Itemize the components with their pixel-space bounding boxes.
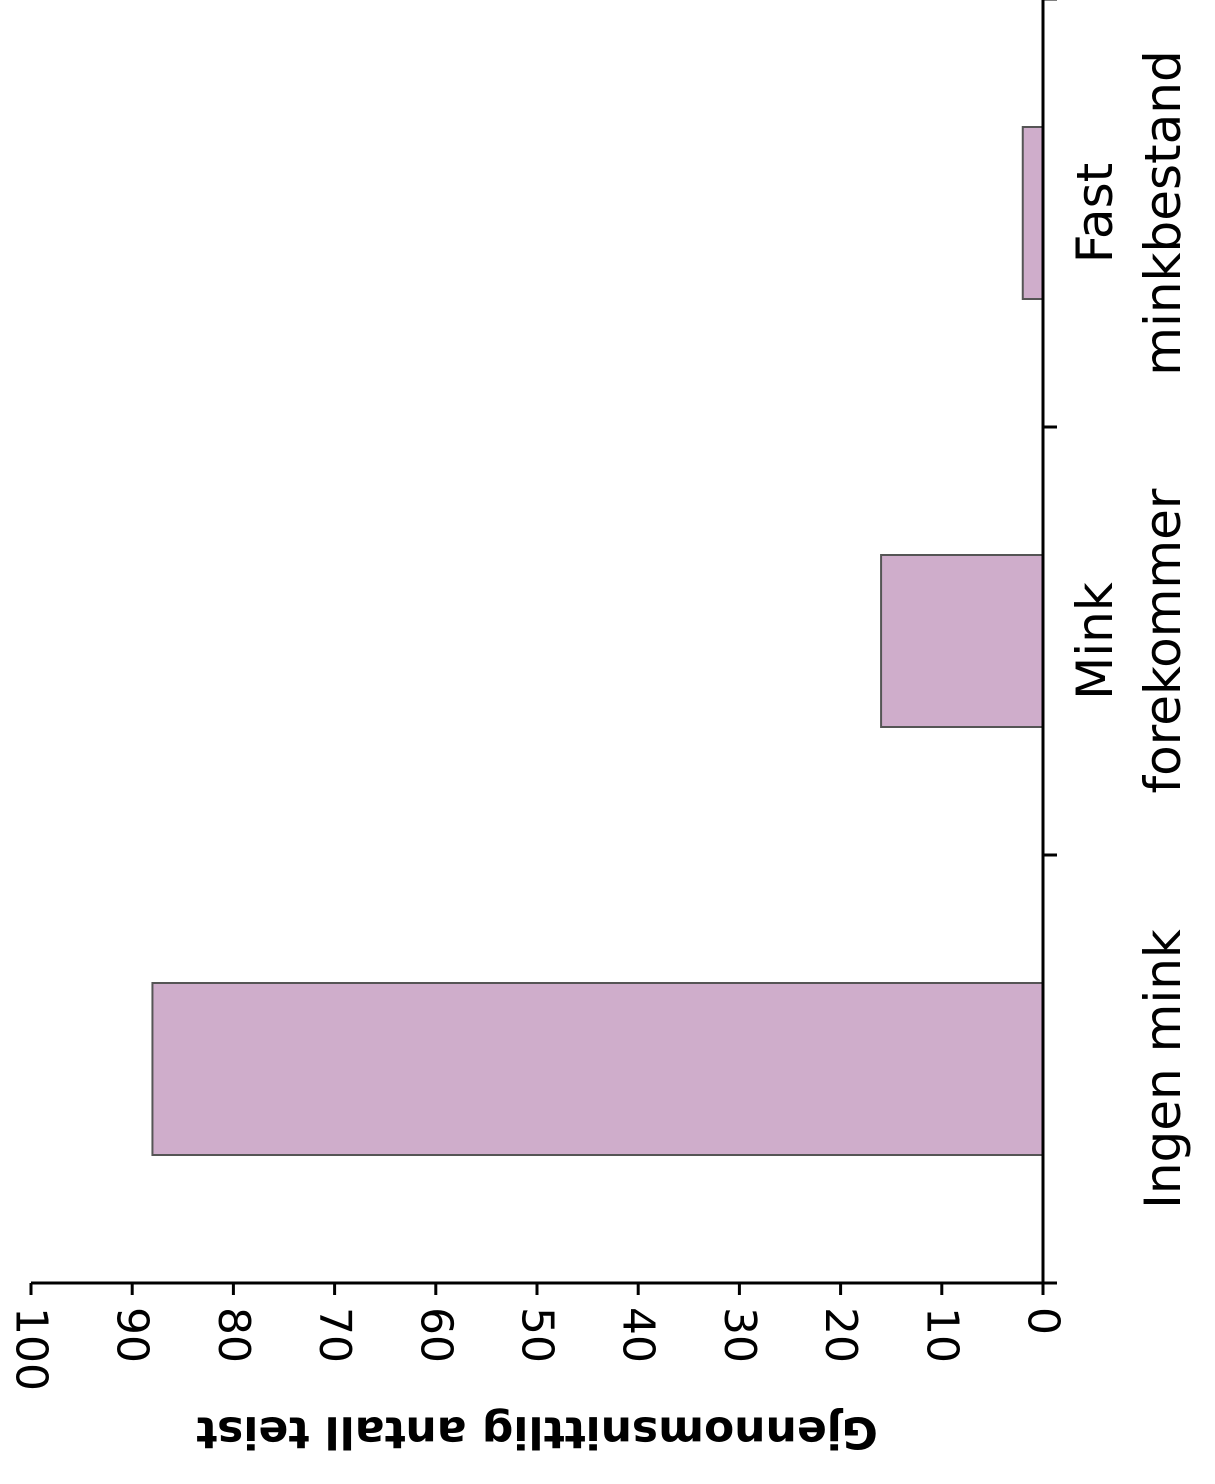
value-tick-label: 20 — [815, 1307, 866, 1363]
value-ticks: 0 10 20 30 40 50 60 70 80 90 100 — [6, 1283, 1069, 1391]
category-label: minkbestand — [1134, 50, 1192, 375]
bar-fast-minkbestand — [1021, 126, 1045, 300]
value-tick-label: 50 — [512, 1307, 563, 1363]
value-tick-label: 30 — [714, 1307, 765, 1363]
category-label: Mink — [1066, 582, 1124, 700]
bar-mink-forekommer — [880, 554, 1045, 728]
category-ticks — [1043, 0, 1057, 1285]
category-label: Fast — [1066, 163, 1124, 263]
value-tick-label: 60 — [410, 1307, 461, 1363]
value-tick-label: 80 — [208, 1307, 259, 1363]
value-tick-label: 70 — [309, 1307, 360, 1363]
value-tick-label: 0 — [1018, 1307, 1069, 1335]
value-tick-label: 90 — [107, 1307, 158, 1363]
value-tick-label: 10 — [916, 1307, 967, 1363]
category-label: Ingen mink — [1134, 929, 1192, 1209]
bar-ingen-mink — [151, 982, 1044, 1156]
bars — [151, 126, 1045, 1156]
category-labels: Ingen mink Mink forekommer Fast minkbestand — [1066, 50, 1192, 1209]
value-tick-label: 40 — [613, 1307, 664, 1363]
value-axis-title: Gjennomsnittlig antall teist — [196, 1407, 878, 1458]
value-tick-label: 100 — [6, 1307, 57, 1391]
category-label: forekommer — [1134, 488, 1192, 793]
